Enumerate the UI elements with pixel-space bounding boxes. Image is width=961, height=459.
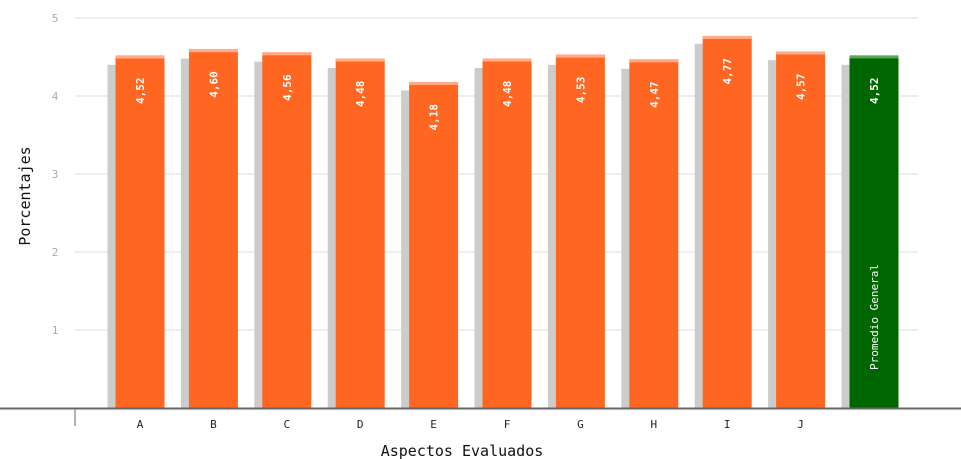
bar-top-highlight — [776, 51, 826, 55]
bar — [409, 81, 459, 409]
y-axis-title: Porcentajes — [16, 146, 34, 245]
category-label: H — [650, 418, 657, 431]
category-label: D — [357, 418, 364, 431]
bar — [702, 35, 752, 408]
y-tick-label: 3 — [52, 168, 59, 181]
category-label: C — [283, 418, 290, 431]
bar — [262, 52, 312, 408]
bar-top-highlight — [849, 55, 899, 59]
average-bar-label: Promedio General — [868, 264, 881, 370]
category-label: J — [797, 418, 804, 431]
bar-value-label: 4,77 — [721, 58, 734, 85]
bar-value-label: 4,18 — [428, 104, 441, 130]
category-label: F — [504, 418, 511, 431]
bar-value-label: 4,56 — [281, 74, 294, 101]
y-tick-label: 1 — [52, 324, 59, 337]
bar — [188, 49, 238, 408]
category-label: I — [724, 418, 731, 431]
x-axis-title: Aspectos Evaluados — [381, 442, 544, 459]
bar-top-highlight — [629, 59, 679, 63]
bar-value-label: 4,57 — [795, 74, 808, 101]
category-label: E — [430, 418, 437, 431]
bar — [335, 58, 385, 409]
y-tick-labels: 1 2 3 4 5 — [52, 12, 59, 337]
bar-top-highlight — [555, 54, 605, 58]
bar-value-label: 4,52 — [134, 77, 147, 104]
bar-value-label: 4,60 — [207, 71, 220, 98]
y-tick-label: 5 — [52, 12, 59, 25]
y-tick-label: 2 — [52, 246, 59, 259]
x-axis — [0, 407, 961, 426]
bar-value-label: 4,48 — [354, 81, 367, 108]
bar-top-highlight — [115, 55, 165, 59]
bars — [115, 35, 899, 409]
bar-top-highlight — [188, 49, 238, 53]
bar-value-labels: 4,52 4,60 4,56 4,48 4,18 4,48 4,53 4,47 4,77 4,57… — [134, 58, 881, 370]
category-label: G — [577, 418, 584, 431]
category-labels: A B C D E F G H I J — [137, 418, 804, 431]
bar-top-highlight — [262, 52, 312, 56]
bar-value-label: 4,53 — [574, 77, 587, 104]
category-label: A — [137, 418, 144, 431]
bar — [482, 58, 532, 409]
bar — [115, 55, 165, 408]
bar — [629, 59, 679, 409]
average-bar — [849, 55, 899, 408]
bar-value-label: 4,47 — [648, 81, 661, 108]
bar-top-highlight — [702, 35, 752, 39]
bar — [555, 54, 605, 408]
bar-value-label: 4,48 — [501, 81, 514, 108]
y-tick-label: 4 — [52, 90, 59, 103]
bar-top-highlight — [482, 58, 532, 62]
category-label: B — [210, 418, 217, 431]
bar-top-highlight — [335, 58, 385, 62]
bar — [776, 51, 826, 408]
bar-top-highlight — [409, 81, 459, 85]
average-value-label: 4,52 — [868, 77, 881, 104]
